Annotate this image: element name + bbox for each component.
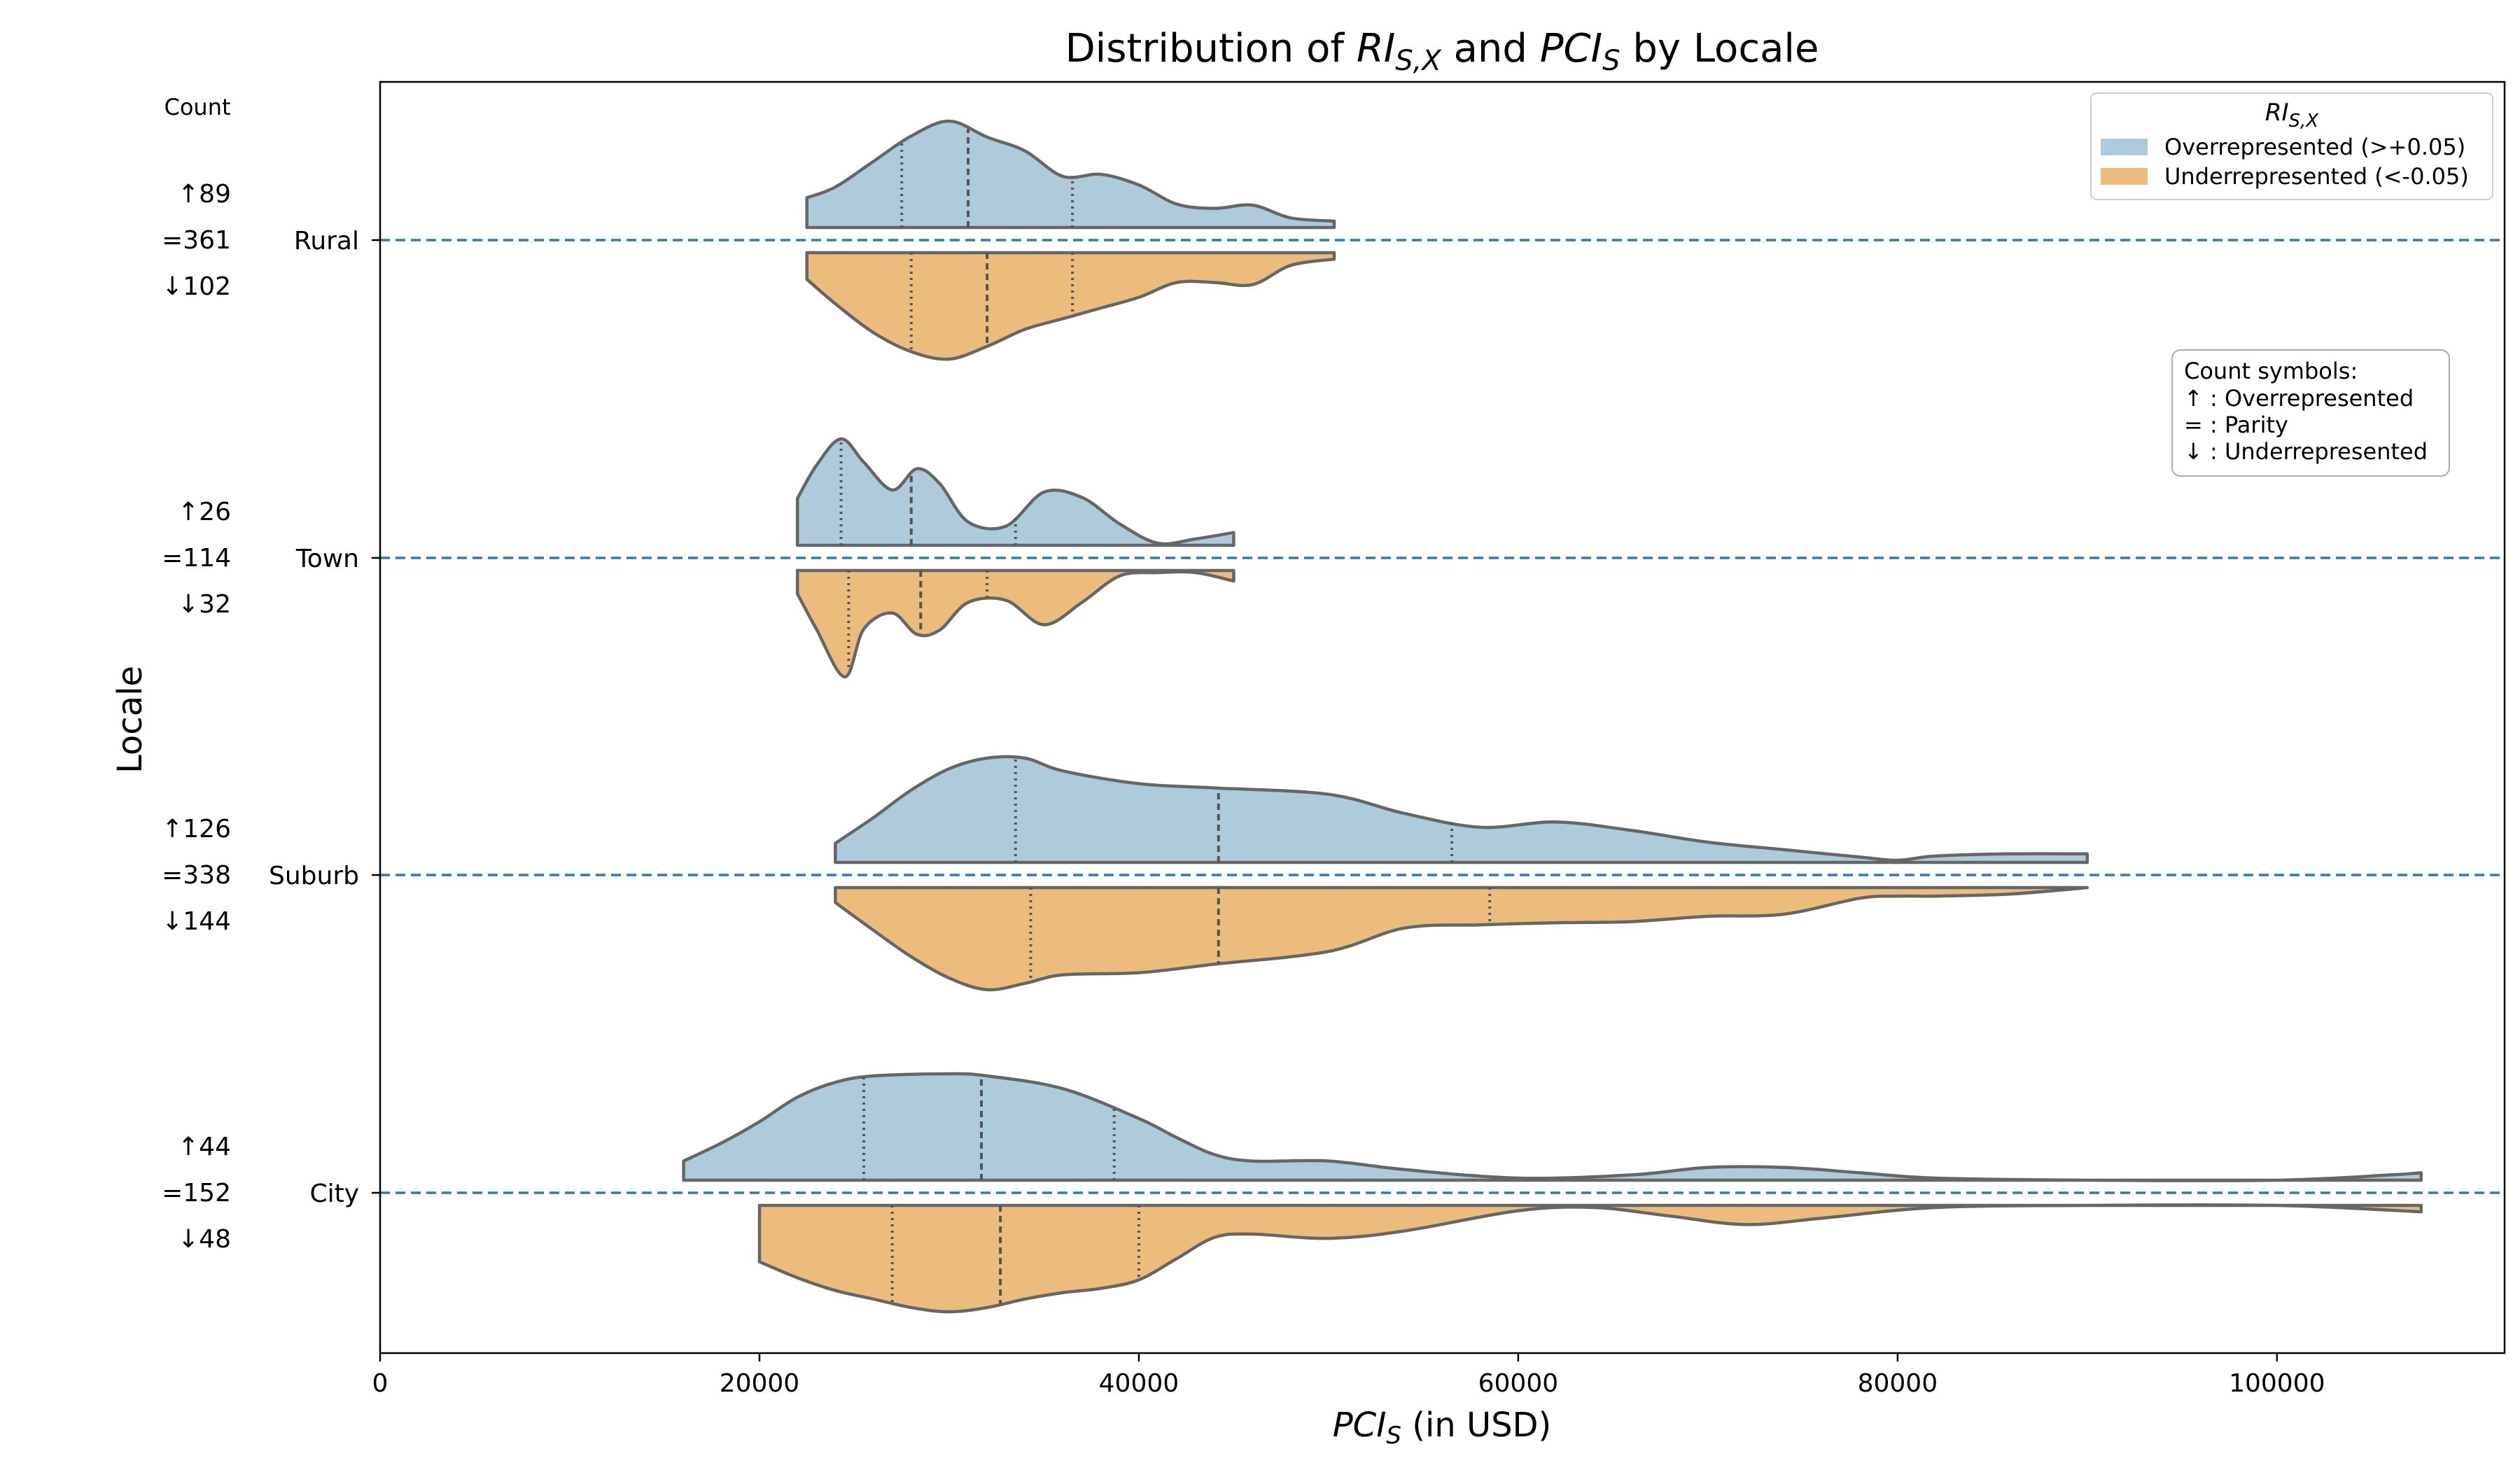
violin-city-over bbox=[682, 1072, 2423, 1182]
y-tick-label-rural: Rural bbox=[294, 227, 359, 255]
y-axis-label: Locale bbox=[111, 666, 150, 774]
chart-title: Distribution of RIS,X and PCIS by Locale bbox=[1065, 26, 1819, 77]
legend: RIS,X Overrepresented (>+0.05) Underrepr… bbox=[2090, 92, 2493, 200]
count-suburb-over: ↑126 bbox=[162, 815, 231, 844]
x-tick-label-100000: 100000 bbox=[2229, 1369, 2325, 1398]
legend-swatch-under bbox=[2101, 168, 2148, 185]
x-tick-label-20000: 20000 bbox=[720, 1369, 800, 1398]
count-rural-over: ↑89 bbox=[178, 180, 231, 209]
count-city-over: ↑44 bbox=[178, 1133, 231, 1161]
count-town-over: ↑26 bbox=[178, 498, 231, 526]
count-symbols-title: Count symbols: bbox=[2184, 358, 2358, 384]
x-tick-label-60000: 60000 bbox=[1478, 1369, 1559, 1398]
legend-frame bbox=[2090, 92, 2493, 200]
plot-frame bbox=[379, 80, 2506, 1354]
count-symbols-parity: = : Parity bbox=[2184, 412, 2288, 438]
violin-suburb-under bbox=[834, 886, 2090, 992]
legend-label-under: Underrepresented (<-0.05) bbox=[2164, 163, 2469, 190]
x-tick-label-80000: 80000 bbox=[1858, 1369, 1938, 1398]
violin-city-under bbox=[757, 1203, 2423, 1314]
violin-rural-under bbox=[805, 251, 1336, 361]
violins-layer bbox=[682, 119, 2423, 1314]
count-rural-parity: =361 bbox=[162, 226, 231, 255]
y-tick-label-town: Town bbox=[295, 545, 359, 573]
y-tick-label-suburb: Suburb bbox=[269, 862, 359, 890]
violin-town-over bbox=[795, 437, 1236, 547]
count-labels: ↑89 =361 ↓102 ↑26 =114 ↓32 ↑126 =338 ↓144 ↑44 =152… bbox=[162, 180, 231, 1254]
x-axis: 0 20000 40000 60000 80000 100000 bbox=[372, 1353, 2325, 1398]
count-rural-under: ↓102 bbox=[162, 272, 231, 301]
count-town-under: ↓32 bbox=[178, 590, 231, 619]
count-symbols-frame bbox=[2171, 349, 2450, 477]
x-tick-label-40000: 40000 bbox=[1099, 1369, 1180, 1398]
violin-town-under bbox=[795, 568, 1236, 679]
count-header: Count bbox=[164, 94, 230, 120]
violin-suburb-over bbox=[834, 755, 2090, 864]
count-city-under: ↓48 bbox=[178, 1225, 231, 1254]
count-symbols-over: ↑ : Overrepresented bbox=[2184, 385, 2414, 412]
count-suburb-under: ↓144 bbox=[162, 907, 231, 936]
legend-title: RIS,X bbox=[2265, 99, 2319, 132]
y-tick-label-city: City bbox=[309, 1180, 359, 1208]
legend-swatch-over bbox=[2101, 139, 2148, 155]
x-axis-label: PCIS (in USD) bbox=[1333, 1406, 1552, 1450]
count-symbols-under: ↓ : Underrepresented bbox=[2184, 438, 2428, 465]
count-symbols-box: Count symbols: ↑ : Overrepresented = : P… bbox=[2171, 349, 2450, 477]
count-city-parity: =152 bbox=[162, 1179, 231, 1208]
x-tick-label-0: 0 bbox=[372, 1369, 388, 1398]
violin-rural-over bbox=[805, 119, 1336, 230]
legend-label-over: Overrepresented (>+0.05) bbox=[2164, 134, 2465, 160]
count-town-parity: =114 bbox=[162, 544, 231, 573]
count-suburb-parity: =338 bbox=[162, 861, 231, 890]
y-axis: Rural Town Suburb City bbox=[269, 227, 380, 1208]
